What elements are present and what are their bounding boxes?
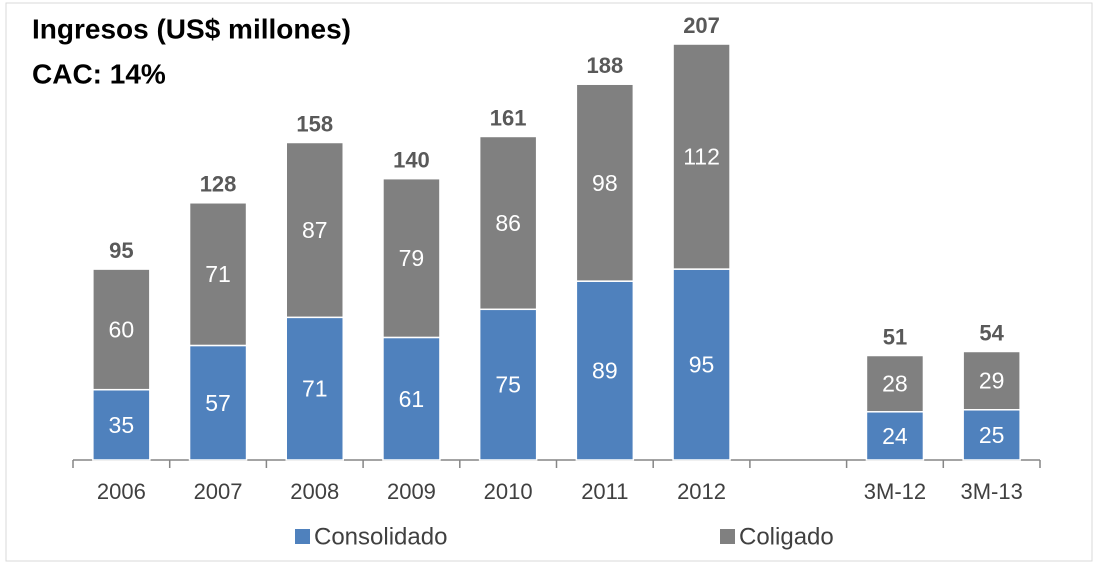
bar-segment bbox=[285, 316, 344, 461]
bar-segment bbox=[672, 268, 731, 461]
segment-label: 28 bbox=[882, 371, 908, 397]
bar-segment bbox=[575, 280, 635, 461]
segment-label: 86 bbox=[495, 210, 521, 236]
total-label: 54 bbox=[979, 320, 1004, 345]
x-tick-label: 2012 bbox=[677, 479, 726, 504]
segment-label: 29 bbox=[979, 368, 1005, 394]
chart-title: Ingresos (US$ millones) bbox=[32, 13, 351, 44]
x-tick-label: 2010 bbox=[484, 479, 533, 504]
segment-label: 75 bbox=[495, 372, 521, 398]
chart-border bbox=[5, 2, 1093, 562]
bar-segment bbox=[285, 141, 344, 319]
segment-label: 71 bbox=[205, 261, 231, 287]
bar-segment bbox=[188, 202, 248, 347]
bar-segment bbox=[382, 177, 441, 339]
x-tick-label: 2006 bbox=[97, 479, 146, 504]
bar-segment bbox=[865, 411, 925, 461]
segment-label: 89 bbox=[592, 358, 618, 384]
segment-label: 25 bbox=[979, 422, 1005, 448]
segment-label: 35 bbox=[109, 412, 135, 438]
bar-segment bbox=[962, 350, 1021, 411]
x-tick-label: 2008 bbox=[290, 479, 339, 504]
segment-label: 71 bbox=[302, 376, 328, 402]
total-label: 207 bbox=[683, 13, 720, 38]
segment-label: 61 bbox=[399, 386, 425, 412]
segment-label: 60 bbox=[109, 316, 135, 342]
bar-segment bbox=[962, 409, 1021, 461]
segment-label: 57 bbox=[205, 390, 231, 416]
total-label: 188 bbox=[586, 53, 623, 78]
bar-segment bbox=[382, 336, 441, 461]
x-tick-label: 2011 bbox=[581, 479, 628, 504]
bar-segment bbox=[672, 43, 731, 270]
x-tick-label: 2009 bbox=[387, 479, 436, 504]
legend-label: Coligado bbox=[739, 523, 834, 550]
bar-segment bbox=[92, 268, 151, 391]
segment-label: 79 bbox=[399, 245, 425, 271]
bar-segment bbox=[92, 388, 151, 461]
total-label: 161 bbox=[490, 105, 527, 130]
segment-label: 24 bbox=[882, 423, 908, 449]
x-tick-label: 3M-12 bbox=[864, 479, 926, 504]
segment-label: 112 bbox=[683, 144, 720, 170]
segment-label: 95 bbox=[689, 352, 715, 378]
segment-label: 87 bbox=[302, 217, 328, 243]
total-label: 95 bbox=[109, 238, 133, 263]
chart-subtitle: CAC: 14% bbox=[32, 58, 166, 89]
total-label: 158 bbox=[296, 111, 333, 136]
total-label: 128 bbox=[200, 172, 237, 197]
bar-segment bbox=[865, 354, 925, 413]
total-label: 51 bbox=[883, 324, 907, 349]
x-tick-label: 2007 bbox=[194, 479, 243, 504]
legend-label: Consolidado bbox=[314, 523, 447, 550]
legend-swatch bbox=[720, 529, 735, 544]
bar-segment bbox=[575, 83, 635, 282]
x-tick-label: 3M-13 bbox=[960, 479, 1022, 504]
total-label: 140 bbox=[393, 147, 430, 172]
legend-swatch bbox=[295, 529, 310, 544]
segment-label: 98 bbox=[592, 170, 618, 196]
bar-segment bbox=[478, 135, 538, 311]
